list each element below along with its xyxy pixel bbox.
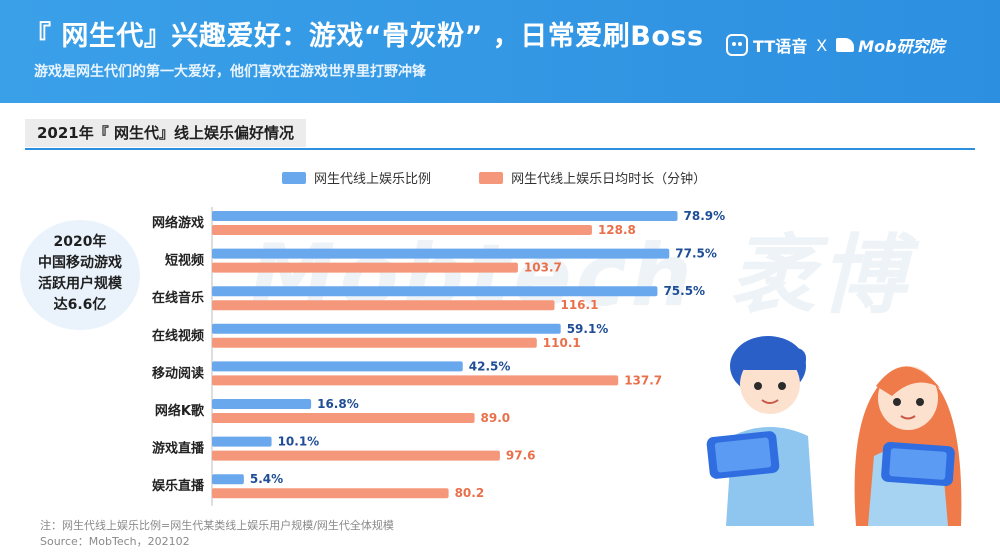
chart-source: Source：MobTech，202102	[40, 535, 190, 548]
data-label-ratio: 10.1%	[278, 435, 320, 449]
bar-ratio	[212, 286, 658, 297]
brand-separator: X	[816, 35, 828, 55]
category-label: 移动阅读	[152, 365, 204, 381]
bar-ratio	[212, 436, 272, 447]
bar-ratio	[212, 399, 312, 409]
legend-swatch-ratio	[282, 171, 306, 184]
data-label-ratio: 16.8%	[317, 397, 359, 411]
bar-minutes	[212, 450, 500, 461]
legend-swatch-minutes	[479, 171, 504, 184]
data-label-minutes: 80.2	[455, 486, 485, 500]
category-label: 在线音乐	[152, 290, 204, 306]
legend-label-ratio: 网生代线上娱乐比例	[314, 172, 432, 187]
category-label: 在线视频	[152, 328, 204, 344]
boy-figure	[706, 336, 814, 526]
bar-ratio	[212, 248, 670, 259]
bar-ratio	[212, 474, 244, 485]
footnotes: 注：网生代线上娱乐比例=网生代某类线上娱乐用户规模/网生代全体规模 Source…	[40, 518, 394, 550]
brand-logos: TT语音 X Mob研究院	[726, 33, 945, 57]
data-label-ratio: 78.9%	[684, 209, 726, 223]
tt-logo-icon	[726, 34, 748, 56]
brand-left: TT语音	[753, 37, 808, 56]
data-label-minutes: 128.8	[598, 223, 636, 237]
data-label-minutes: 110.1	[543, 336, 581, 350]
data-label-ratio: 75.5%	[663, 284, 705, 298]
callout-line-1: 2020年	[53, 234, 107, 250]
bar-minutes	[212, 262, 518, 273]
bar-minutes	[212, 300, 555, 311]
callout-line-2: 中国移动游戏	[38, 255, 122, 271]
legend-label-minutes: 网生代线上娱乐日均时长（分钟）	[511, 172, 707, 187]
bar-ratio	[212, 361, 463, 372]
data-label-ratio: 59.1%	[567, 322, 609, 336]
category-label: 网络游戏	[152, 215, 204, 231]
girl-figure	[854, 366, 962, 526]
legend-item-ratio: 网生代线上娱乐比例	[282, 168, 431, 187]
chart-note: 注：网生代线上娱乐比例=网生代某类线上娱乐用户规模/网生代全体规模	[40, 519, 394, 532]
data-label-minutes: 103.7	[524, 261, 562, 275]
data-label-ratio: 5.4%	[250, 472, 283, 486]
section-title: 2021年『 网生代』线上娱乐偏好情况	[25, 119, 306, 147]
page-subtitle: 游戏是网生代们的第一大爱好，他们喜欢在游戏世界里打野冲锋	[34, 64, 426, 80]
mob-logo-icon	[836, 38, 855, 52]
callout-text: 2020年 中国移动游戏 活跃用户规模 达6.6亿	[22, 232, 138, 316]
data-label-minutes: 137.7	[624, 373, 662, 387]
bar-minutes	[212, 413, 475, 423]
callout-line-4: 达6.6亿	[53, 297, 107, 313]
bar-minutes	[212, 225, 592, 235]
data-label-ratio: 77.5%	[675, 247, 717, 261]
data-label-minutes: 97.6	[506, 449, 536, 463]
callout-line-3: 活跃用户规模	[38, 276, 122, 292]
category-label: 娱乐直播	[152, 478, 205, 494]
header-banner: 『 网生代』兴趣爱好：游戏“骨灰粉” ，日常爱刷Boss 游戏是网生代们的第一大…	[0, 0, 1000, 103]
category-label: 游戏直播	[152, 441, 205, 457]
callout-bubble	[20, 220, 140, 330]
data-label-minutes: 89.0	[481, 411, 511, 425]
category-label: 短视频	[165, 253, 204, 269]
page-title: 『 网生代』兴趣爱好：游戏“骨灰粉” ，日常爱刷Boss	[24, 21, 704, 52]
category-label: 网络K歌	[155, 403, 205, 419]
bar-minutes	[212, 337, 537, 348]
section-divider	[25, 148, 975, 150]
data-label-ratio: 42.5%	[469, 359, 511, 373]
bar-minutes	[212, 488, 449, 499]
gamers-illustration	[706, 336, 962, 526]
legend-item-minutes: 网生代线上娱乐日均时长（分钟）	[479, 168, 706, 187]
bar-ratio	[212, 323, 561, 334]
data-label-minutes: 116.1	[560, 298, 598, 312]
chart-legend: 网生代线上娱乐比例 网生代线上娱乐日均时长（分钟）	[282, 168, 750, 188]
bar-minutes	[212, 375, 619, 386]
brand-right: Mob研究院	[858, 37, 945, 56]
bar-ratio	[212, 211, 678, 221]
